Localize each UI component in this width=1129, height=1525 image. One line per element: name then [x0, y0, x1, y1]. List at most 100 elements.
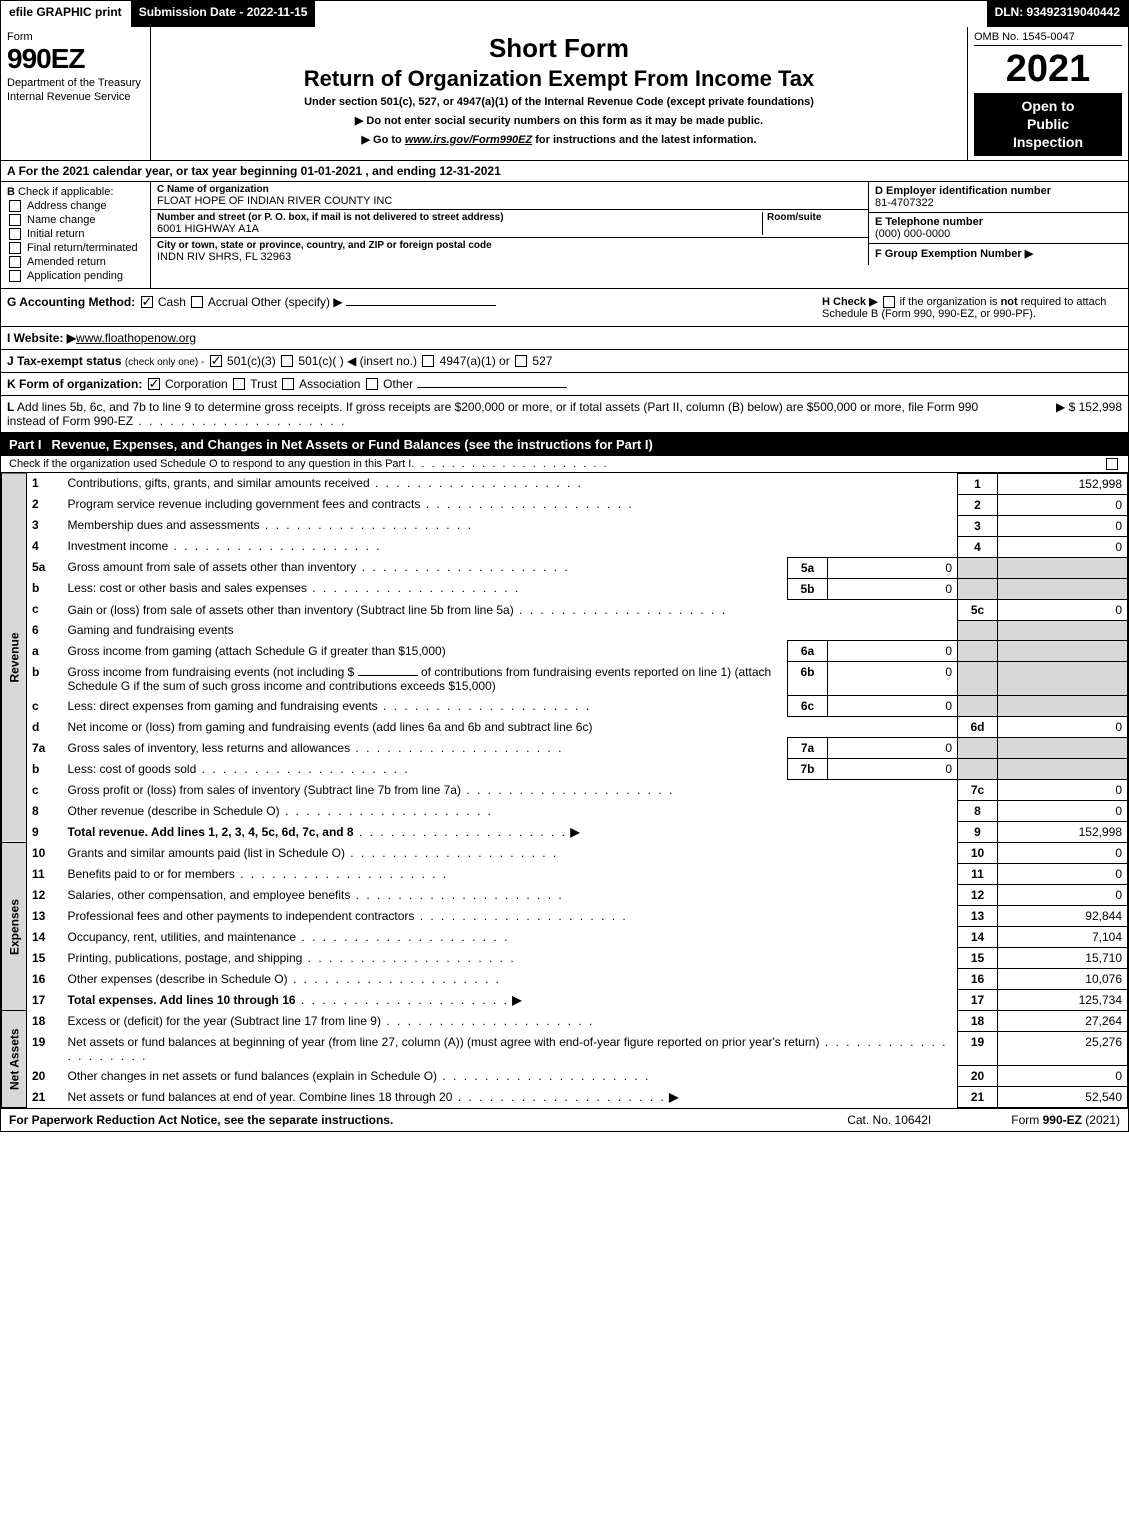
c-street-label: Number and street (or P. O. box, if mail… — [157, 212, 762, 223]
chk-label: Initial return — [27, 228, 84, 240]
j-opt3: 4947(a)(1) or — [440, 354, 510, 368]
dots-icon — [288, 972, 501, 986]
line-desc: Less: cost of goods sold — [68, 762, 197, 776]
line-desc: Total revenue. Add lines 1, 2, 3, 4, 5c,… — [68, 825, 354, 839]
checkbox-icon[interactable] — [9, 214, 21, 226]
line-amt: 0 — [998, 515, 1128, 536]
chk-application-pending[interactable]: Application pending — [7, 270, 144, 282]
line-no: 19 — [27, 1032, 63, 1066]
line-desc: Benefits paid to or for members — [68, 867, 235, 881]
chk-h[interactable] — [883, 296, 895, 308]
chk-501c3[interactable] — [210, 355, 222, 367]
ssn-warning: ▶ Do not enter social security numbers o… — [161, 114, 957, 127]
grey-cell — [998, 641, 1128, 662]
sub-amt: 0 — [828, 557, 958, 578]
line-amt: 125,734 — [998, 990, 1128, 1011]
row-a-text: For the 2021 calendar year, or tax year … — [15, 164, 501, 178]
dots-icon — [420, 497, 633, 511]
line-no: 4 — [27, 536, 63, 557]
line-desc: Gross profit or (loss) from sales of inv… — [68, 783, 461, 797]
chk-trust[interactable] — [233, 378, 245, 390]
line-desc: Contributions, gifts, grants, and simila… — [68, 476, 370, 490]
j-note: (check only one) - — [125, 357, 204, 368]
sub-amt: 0 — [828, 578, 958, 599]
chk-amended-return[interactable]: Amended return — [7, 256, 144, 268]
chk-527[interactable] — [515, 355, 527, 367]
col-def: D Employer identification number 81-4707… — [868, 182, 1128, 265]
line-no: 1 — [27, 473, 63, 494]
line-amt: 0 — [998, 864, 1128, 885]
k-other-field[interactable] — [417, 387, 567, 388]
line-amt: 0 — [998, 1066, 1128, 1087]
chk-label: Application pending — [27, 270, 123, 282]
form-number: 990EZ — [7, 43, 144, 75]
chk-association[interactable] — [282, 378, 294, 390]
grey-cell — [958, 557, 998, 578]
line-ref: 12 — [958, 885, 998, 906]
chk-initial-return[interactable]: Initial return — [7, 228, 144, 240]
revenue-side-label: Revenue — [2, 473, 27, 843]
checkbox-icon[interactable] — [9, 270, 21, 282]
website-value[interactable]: www.floathopenow.org — [76, 331, 196, 345]
city-state-zip: INDN RIV SHRS, FL 32963 — [157, 251, 862, 263]
checkbox-icon[interactable] — [9, 200, 21, 212]
line-desc: Other revenue (describe in Schedule O) — [68, 804, 280, 818]
schedule-o-row: Check if the organization used Schedule … — [1, 456, 1128, 473]
sub-ref: 6b — [788, 662, 828, 696]
dots-icon — [452, 1090, 665, 1104]
chk-cash[interactable] — [141, 296, 153, 308]
form-word: Form — [7, 31, 144, 43]
arrow-icon: ▶ — [512, 993, 521, 1007]
line-amt: 0 — [998, 717, 1128, 738]
chk-501c[interactable] — [281, 355, 293, 367]
col-cdef: C Name of organization FLOAT HOPE OF IND… — [151, 182, 1128, 288]
line-amt: 0 — [998, 885, 1128, 906]
sub-amt: 0 — [828, 662, 958, 696]
irs-link[interactable]: www.irs.gov/Form990EZ — [405, 134, 532, 146]
b-heading: Check if applicable: — [15, 186, 113, 198]
k-label: K Form of organization: — [7, 377, 142, 391]
chk-4947[interactable] — [422, 355, 434, 367]
line-ref: 8 — [958, 801, 998, 822]
chk-schedule-o[interactable] — [1106, 458, 1118, 470]
row-a: A For the 2021 calendar year, or tax yea… — [1, 161, 1128, 182]
grey-cell — [958, 759, 998, 780]
j-opt1: 501(c)(3) — [227, 354, 276, 368]
blank-amount-field[interactable] — [358, 675, 418, 676]
chk-name-change[interactable]: Name change — [7, 214, 144, 226]
line-no: 20 — [27, 1066, 63, 1087]
row-k: K Form of organization: Corporation Trus… — [1, 373, 1128, 396]
street-address: 6001 HIGHWAY A1A — [157, 223, 762, 235]
line-no: b — [27, 662, 63, 696]
tax-year: 2021 — [974, 48, 1122, 91]
sub-ref: 7b — [788, 759, 828, 780]
other-specify-field[interactable] — [346, 305, 496, 306]
checkbox-icon[interactable] — [9, 228, 21, 240]
chk-final-return[interactable]: Final return/terminated — [7, 242, 144, 254]
j-opt2: 501(c)( ) ◀ (insert no.) — [298, 354, 417, 368]
line-ref: 5c — [958, 599, 998, 620]
chk-other[interactable] — [366, 378, 378, 390]
sub-ref: 5a — [788, 557, 828, 578]
line-desc: Program service revenue including govern… — [68, 497, 421, 511]
chk-address-change[interactable]: Address change — [7, 200, 144, 212]
line-ref: 2 — [958, 494, 998, 515]
chk-accrual[interactable] — [191, 296, 203, 308]
line-desc: Excess or (deficit) for the year (Subtra… — [68, 1014, 381, 1028]
chk-corporation[interactable] — [148, 378, 160, 390]
line-no: c — [27, 696, 63, 717]
line-ref: 7c — [958, 780, 998, 801]
line-desc: Salaries, other compensation, and employ… — [68, 888, 351, 902]
line-no: 5a — [27, 557, 63, 578]
checkbox-icon[interactable] — [9, 242, 21, 254]
line-ref: 3 — [958, 515, 998, 536]
line-no: 7a — [27, 738, 63, 759]
dots-icon — [307, 581, 520, 595]
dots-icon — [296, 930, 509, 944]
checkbox-icon[interactable] — [9, 256, 21, 268]
h-section: H Check ▶ if the organization is not req… — [822, 295, 1122, 320]
line-ref: 4 — [958, 536, 998, 557]
g-cash: Cash — [158, 295, 186, 309]
sub-ref: 6c — [788, 696, 828, 717]
line-no: b — [27, 578, 63, 599]
